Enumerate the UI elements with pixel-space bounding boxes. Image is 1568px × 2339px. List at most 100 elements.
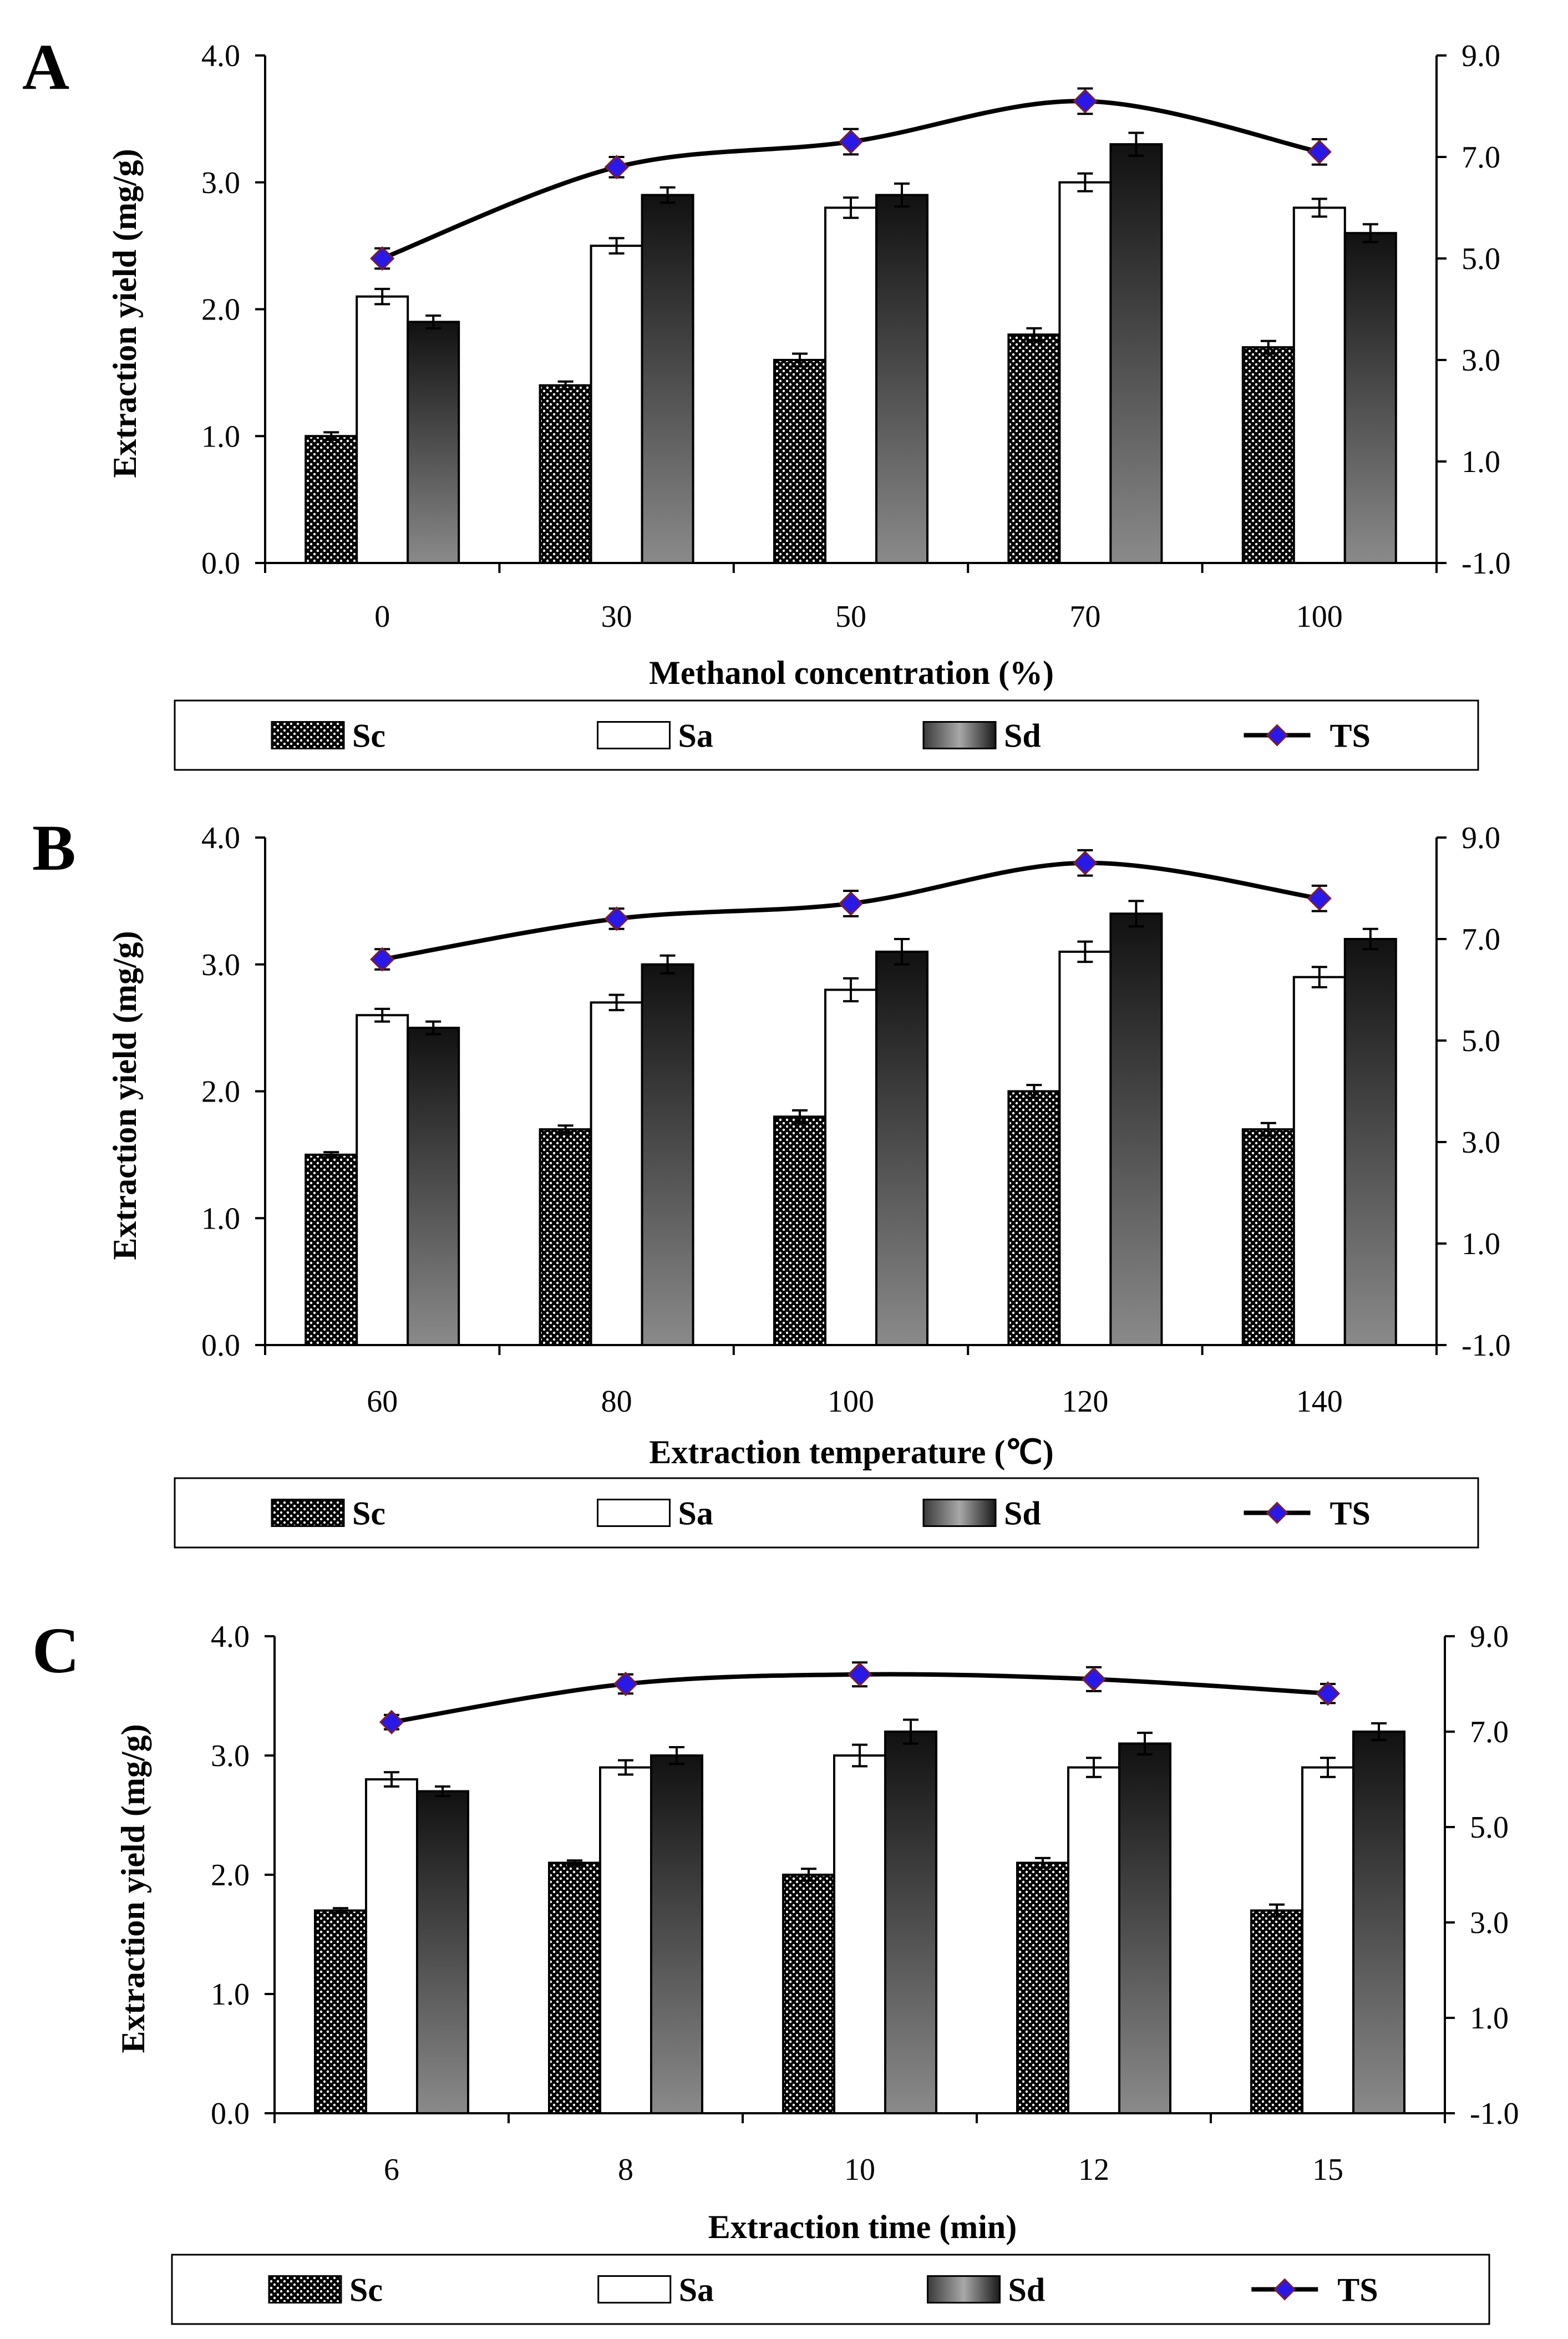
ts-point xyxy=(1307,139,1332,164)
panel-b-legend: Sc Sa Sd TS xyxy=(174,1477,1479,1549)
legend-sd-label: Sd xyxy=(1004,718,1041,754)
bar-sa xyxy=(833,1754,886,2114)
bar-sa xyxy=(356,295,409,564)
bar-sa xyxy=(1058,181,1112,564)
bar-sa xyxy=(590,1001,643,1346)
bar-sa xyxy=(599,1766,652,2114)
y-tick-label: 3.0 xyxy=(201,166,240,200)
legend-sd-label: Sd xyxy=(1004,1495,1041,1532)
x-tick-label: 8 xyxy=(618,2153,633,2187)
bar-sc xyxy=(773,1115,826,1346)
y-tick-label: 2.0 xyxy=(211,1858,250,1892)
legend-sc-swatch xyxy=(271,721,345,749)
y2-tick-label: 7.0 xyxy=(1470,1715,1509,1749)
bar-sd xyxy=(875,950,928,1346)
bar-sd xyxy=(407,1027,460,1346)
bar-sc xyxy=(305,1153,358,1346)
legend-sd-swatch xyxy=(922,721,997,749)
bar-sd xyxy=(1118,1742,1171,2114)
y-tick-label: 1.0 xyxy=(201,419,240,454)
x-tick-label: 60 xyxy=(367,1384,398,1419)
legend-sc-label: Sc xyxy=(349,2272,383,2308)
panel-b-xlabel: Extraction temperature (℃) xyxy=(649,1434,1053,1470)
bar-sa xyxy=(824,988,877,1346)
panel-b-plot: 0.0 1.0 2.0 3.0 4.0 -1.0 1.0 3.0 5.0 7.0 9.0 60 80 10… xyxy=(201,821,1511,1419)
legend-sa-swatch xyxy=(597,2275,672,2304)
bar-sc xyxy=(773,359,826,564)
legend-sc-swatch xyxy=(268,2275,342,2304)
bar-sd xyxy=(1109,912,1163,1346)
bar-sd xyxy=(641,194,694,564)
panel-a-plot: 0.0 1.0 2.0 3.0 4.0 -1.0 1.0 3.0 5.0 7.0 9.0 0 30 50 7… xyxy=(201,39,1511,634)
bar-sc xyxy=(1241,346,1295,564)
y2-tick-label: 7.0 xyxy=(1462,140,1500,175)
y2-tick-label: 7.0 xyxy=(1462,922,1500,957)
bar-sd xyxy=(1352,1731,1405,2114)
panel-c-xlabel: Extraction time (min) xyxy=(708,2209,1017,2245)
y2-tick-label: -1.0 xyxy=(1462,1328,1511,1363)
legend-sa-label: Sa xyxy=(679,2272,714,2308)
bar-sd xyxy=(1109,143,1163,564)
x-tick-label: 100 xyxy=(828,1384,874,1419)
ts-point xyxy=(1307,886,1332,911)
bar-sc xyxy=(1016,1861,1069,2114)
y2-tick-label: -1.0 xyxy=(1462,546,1511,581)
ts-point xyxy=(370,246,395,271)
y-tick-label: 0.0 xyxy=(201,1328,240,1363)
x-tick-label: 30 xyxy=(601,600,632,634)
bar-sc xyxy=(539,384,592,564)
ts-point xyxy=(1315,1681,1341,1706)
bar-sa xyxy=(824,206,877,564)
legend-ts-marker xyxy=(1273,2278,1296,2301)
y2-tick-label: -1.0 xyxy=(1470,2097,1519,2131)
bar-sc xyxy=(1007,333,1061,564)
bar-sd xyxy=(884,1731,937,2114)
x-tick-label: 15 xyxy=(1312,2153,1343,2187)
bar-sc xyxy=(1250,1909,1303,2114)
legend-sa-label: Sa xyxy=(678,718,713,754)
x-tick-label: 140 xyxy=(1296,1384,1343,1419)
y2-tick-label: 1.0 xyxy=(1462,445,1500,479)
y2-tick-label: 3.0 xyxy=(1462,343,1500,378)
ts-point xyxy=(604,906,629,931)
legend-sa-swatch xyxy=(597,721,671,749)
legend-sd-swatch xyxy=(922,1499,997,1527)
y2-tick-label: 3.0 xyxy=(1462,1125,1500,1160)
legend-sa-swatch xyxy=(597,1499,671,1527)
y-tick-label: 4.0 xyxy=(201,821,240,855)
panel-a-ylabel: Extraction yield (mg/g) xyxy=(106,149,143,478)
bar-sc xyxy=(539,1128,592,1346)
bar-sa xyxy=(1292,206,1346,564)
y2-tick-label: 9.0 xyxy=(1470,1620,1509,1654)
x-tick-label: 80 xyxy=(601,1384,632,1419)
legend-ts-marker xyxy=(1266,1501,1288,1524)
x-tick-label: 0 xyxy=(374,600,390,634)
panel-a-xlabel: Methanol concentration (%) xyxy=(649,654,1054,691)
y-tick-label: 3.0 xyxy=(201,948,240,982)
bar-sd xyxy=(650,1754,703,2114)
panel-c: C 0.0 1.0 2.0 3.0 4.0 -1.0 1.0 3.0 5.0 7.0 9.0 6 8 10… xyxy=(32,1614,1519,2325)
y2-tick-label: 1.0 xyxy=(1470,2001,1509,2036)
bar-sd xyxy=(1343,232,1397,564)
bar-sa xyxy=(1058,950,1112,1346)
ts-point xyxy=(1073,89,1098,114)
bar-sc xyxy=(305,435,358,564)
panel-b-letter: B xyxy=(32,811,76,884)
y2-tick-label: 3.0 xyxy=(1470,1906,1509,1940)
legend-sd-label: Sd xyxy=(1008,2272,1046,2308)
y2-tick-label: 5.0 xyxy=(1462,242,1500,276)
bar-sa xyxy=(1301,1766,1354,2114)
x-tick-label: 6 xyxy=(384,2153,399,2187)
bar-sd xyxy=(407,321,460,564)
bar-sd xyxy=(875,194,928,564)
ts-point xyxy=(1073,850,1098,875)
y-tick-label: 0.0 xyxy=(201,546,240,581)
panel-b-ylabel: Extraction yield (mg/g) xyxy=(106,931,143,1260)
bar-sa xyxy=(1292,976,1346,1346)
bar-sc xyxy=(548,1861,601,2114)
x-tick-label: 12 xyxy=(1078,2153,1109,2187)
legend-sd-swatch xyxy=(927,2275,1001,2304)
y-tick-label: 4.0 xyxy=(201,39,240,73)
legend-ts-marker xyxy=(1266,724,1288,747)
